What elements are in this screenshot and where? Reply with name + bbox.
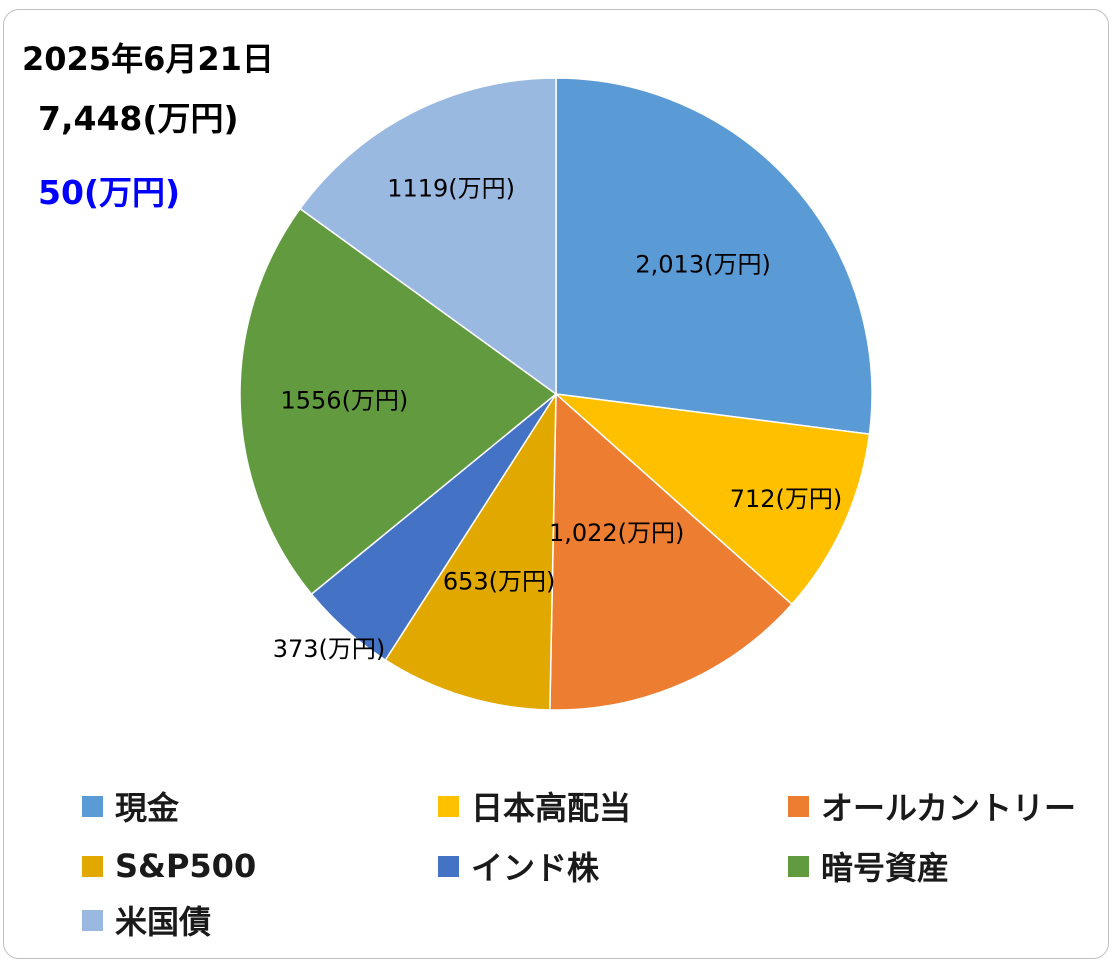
- change-amount: 50(万円): [38, 173, 181, 212]
- legend-label: 現金: [115, 789, 180, 827]
- pie-slice-6: [239, 207, 558, 596]
- legend-swatch: [82, 909, 103, 931]
- slice-data-label: 1119(万円): [387, 175, 515, 203]
- legend-swatch: [438, 855, 459, 877]
- legend-item: オールカントリー: [788, 786, 1077, 827]
- legend-swatch: [788, 795, 809, 817]
- slice-data-label: 1,022(万円): [549, 519, 684, 547]
- legend-label: 日本高配当: [471, 789, 632, 827]
- legend-swatch: [82, 795, 103, 817]
- legend-swatch: [438, 795, 459, 817]
- pie-labels: 2,013(万円) 712(万円) 1,022(万円) 653(万円) 373(万円) 1…: [273, 175, 843, 663]
- legend-item: 米国債: [82, 900, 212, 941]
- legend-item: 現金: [82, 786, 180, 827]
- pie-slice-2: [553, 392, 871, 606]
- legend-label: インド株: [471, 849, 600, 887]
- legend-label: オールカントリー: [821, 789, 1077, 827]
- legend-label: 米国債: [115, 903, 212, 941]
- pie-slices: [239, 77, 873, 711]
- slice-data-label: 712(万円): [730, 485, 843, 513]
- legend-swatch: [82, 855, 103, 877]
- legend-item: インド株: [438, 846, 600, 887]
- pie-slice-3: [549, 392, 793, 711]
- pie-slice-7: [299, 77, 557, 396]
- legend-label: 暗号資産: [821, 849, 950, 887]
- total-amount: 7,448(万円): [38, 99, 239, 138]
- slice-data-label: 653(万円): [443, 568, 556, 596]
- legend-label: S&P500: [115, 847, 257, 885]
- date-title: 2025年6月21日: [22, 40, 274, 78]
- legend-item: 日本高配当: [438, 786, 632, 827]
- slice-data-label: 2,013(万円): [635, 251, 770, 279]
- slice-data-label: 1556(万円): [280, 386, 408, 414]
- pie-slice-1: [555, 77, 873, 435]
- legend-item: 暗号資産: [788, 846, 950, 887]
- legend-swatch: [788, 855, 809, 877]
- slice-data-label: 373(万円): [273, 635, 386, 663]
- pie-slice-4: [384, 391, 557, 711]
- legend-item: S&P500: [82, 846, 256, 886]
